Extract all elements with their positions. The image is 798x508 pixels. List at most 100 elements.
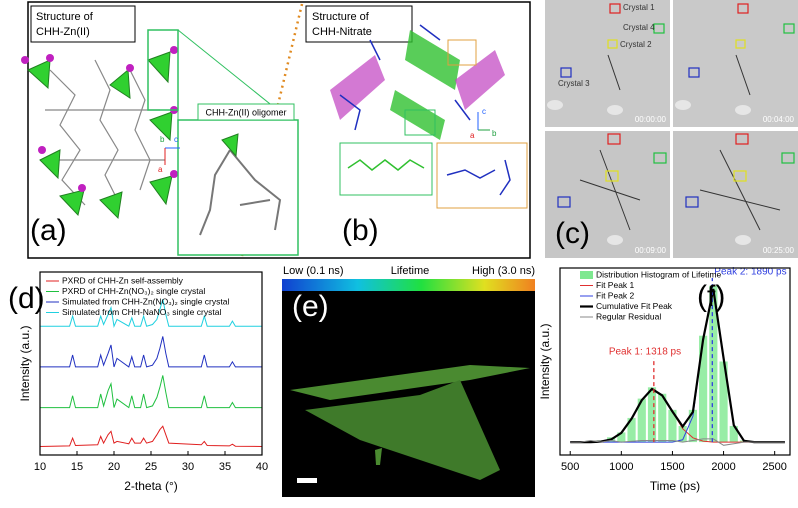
charts: 10 15 20 25 30 35 40 2-theta (°) Intensity (a.u.… [8, 267, 791, 493]
panel-title: Structure of [36, 11, 94, 23]
x-tick-label: 20 [108, 461, 120, 473]
panel-label: (b) [342, 214, 379, 247]
y-axis-label: Intensity (a.u.) [538, 323, 552, 399]
legend-label: Simulated from CHH-Zn(NO₃)₂ single cryst… [62, 296, 229, 306]
x-tick-label: 35 [219, 461, 231, 473]
crystal-label: Crystal 4 [623, 23, 655, 32]
crystal-image [305, 380, 500, 480]
histogram-bar [627, 417, 636, 443]
x-tick-label: 40 [256, 461, 268, 473]
axis-label: a [158, 165, 163, 174]
x-tick-label: 15 [71, 461, 83, 473]
highlight [404, 109, 436, 136]
x-tick-label: 10 [34, 461, 46, 473]
legend-label: Distribution Histogram of Lifetime [596, 269, 721, 279]
crystal-image [375, 448, 382, 465]
crystal-label: Crystal 3 [558, 79, 590, 88]
panel-label: (e) [292, 290, 329, 323]
legend-label: Regular Residual [596, 311, 661, 321]
timestamp: 00:09:00 [635, 246, 667, 255]
panel-label: (f) [697, 280, 725, 313]
histogram-bar [658, 393, 667, 443]
histogram-bar [699, 335, 708, 443]
inset-label: CHH-Zn(II) oligomer [205, 107, 286, 117]
inset-molecule [347, 159, 425, 171]
micrograph [673, 0, 798, 127]
peak-label: Peak 2: 1890 ps [714, 267, 786, 278]
legend-label: PXRD of CHH-Zn self-assembly [62, 275, 184, 285]
crystal-label: Crystal 2 [620, 40, 652, 49]
series-line [570, 388, 785, 443]
y-axis-label: Intensity (a.u.) [18, 325, 32, 401]
x-tick-label: 2000 [711, 461, 735, 473]
axis-label: c [174, 135, 178, 144]
crystal-boxes [557, 3, 795, 208]
ligands [339, 24, 471, 131]
scale-bar [297, 478, 317, 483]
crystals [579, 54, 781, 231]
histogram-bar [678, 425, 687, 443]
zn-tetrahedron [221, 133, 239, 158]
series-line [40, 336, 262, 368]
panel-label: (c) [555, 217, 590, 250]
crystal-image [290, 365, 530, 400]
plot-frame [559, 267, 791, 456]
histogram-bar [719, 361, 728, 443]
x-tick-label: 500 [561, 461, 579, 473]
axis-label: b [160, 135, 165, 144]
panel-b: Structure of CHH-Nitrate c a b (b) [305, 5, 528, 247]
divider [240, 3, 304, 257]
histogram-bar [647, 387, 657, 443]
histogram-bar [709, 285, 718, 443]
timestamp: 00:25:00 [763, 246, 795, 255]
title-box [30, 5, 136, 43]
zn-tetrahedra [27, 51, 173, 220]
x-axis-label: 2-theta (°) [124, 479, 177, 493]
axis-label: a [470, 131, 475, 140]
series-line [570, 288, 785, 444]
nitrate-stacks [330, 30, 505, 140]
micrograph [545, 0, 670, 127]
legend-label: Fit Peak 1 [596, 280, 635, 290]
x-tick-label: 1000 [609, 461, 633, 473]
timestamp: 00:00:00 [635, 115, 667, 124]
atoms [21, 46, 178, 192]
series-line [40, 298, 262, 328]
colorbar-label: Lifetime [391, 265, 430, 277]
x-tick-label: 25 [145, 461, 157, 473]
panel-label: (d) [8, 282, 45, 315]
inset-label-box [197, 103, 295, 121]
crystal-label: Crystal 1 [623, 3, 655, 12]
series-line [39, 425, 263, 447]
series-line [40, 375, 262, 409]
colorbar [282, 279, 535, 291]
histogram-bar [637, 398, 646, 443]
axis-label: b [492, 129, 497, 138]
axis-label: c [482, 107, 486, 116]
legend-label: Cumulative Fit Peak [596, 301, 673, 311]
micrograph [545, 131, 670, 258]
x-tick-label: 2500 [762, 461, 786, 473]
panel-title: Structure of [312, 11, 370, 23]
histogram-bar [617, 432, 626, 443]
inset [177, 119, 299, 256]
panel-title: CHH-Zn(II) [36, 26, 90, 38]
legend-swatch [580, 271, 593, 279]
legend-label: Simulated from CHH-NaNO₃ single crystal [62, 307, 221, 317]
oligomer [199, 149, 282, 236]
timestamp: 00:04:00 [763, 115, 795, 124]
inset [436, 142, 528, 209]
panel-e: Low (0.1 ns) Lifetime High (3.0 ns) (e) [282, 265, 535, 497]
wells [547, 100, 751, 245]
histogram-bar [729, 425, 738, 443]
inset-molecule [446, 159, 511, 196]
panel-a: Structure of CHH-Zn(II) CHH-Zn(II) oligo… [21, 5, 299, 256]
histogram-bar [668, 409, 677, 443]
colorbar-label: High (3.0 ns) [472, 265, 535, 277]
x-tick-label: 1500 [660, 461, 684, 473]
peak-label: Peak 1: 1318 ps [609, 347, 681, 358]
panel-c: Crystal 1 Crystal 4 Crystal 2 Crystal 3 … [545, 0, 798, 258]
x-tick-label: 30 [182, 461, 194, 473]
micrograph [673, 131, 798, 258]
